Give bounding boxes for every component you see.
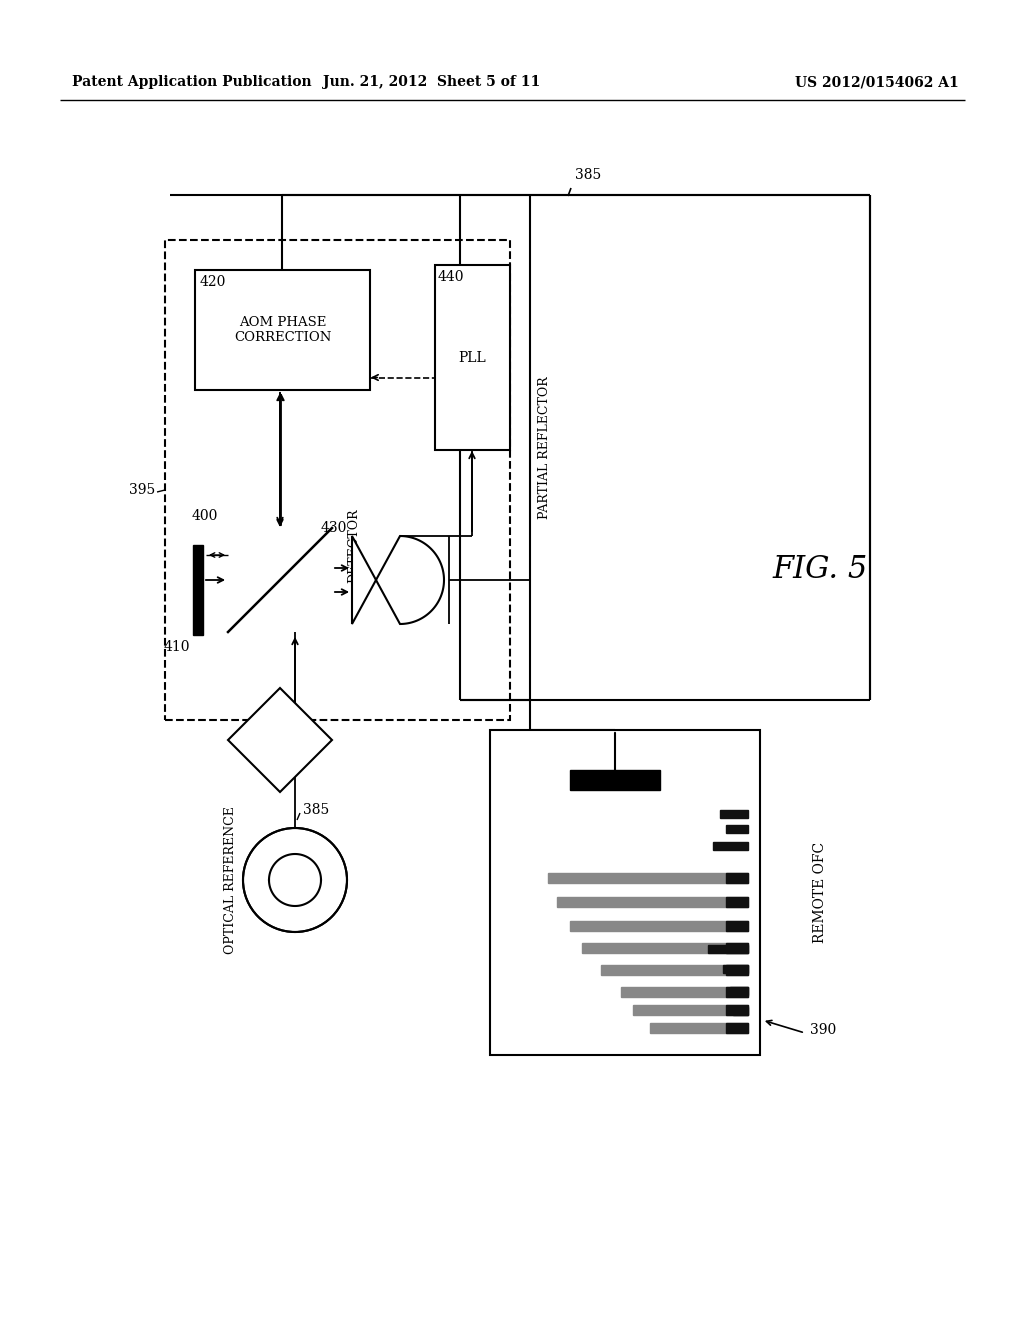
Polygon shape (601, 965, 748, 975)
Polygon shape (570, 921, 748, 931)
Polygon shape (633, 1005, 748, 1015)
Polygon shape (548, 873, 748, 883)
Text: REMOTE OFC: REMOTE OFC (813, 841, 827, 942)
Polygon shape (713, 842, 748, 850)
Text: AOM PHASE
CORRECTION: AOM PHASE CORRECTION (233, 315, 331, 345)
Polygon shape (726, 987, 748, 997)
Polygon shape (726, 1023, 748, 1034)
Polygon shape (582, 942, 748, 953)
Text: 400: 400 (191, 510, 218, 523)
Polygon shape (726, 1005, 748, 1015)
Polygon shape (621, 987, 748, 997)
Text: 390: 390 (810, 1023, 837, 1038)
Circle shape (243, 828, 347, 932)
Text: 430: 430 (321, 521, 347, 535)
Polygon shape (730, 987, 748, 995)
Text: OPTICAL REFERENCE: OPTICAL REFERENCE (224, 807, 238, 954)
Bar (435, 265, 510, 450)
Polygon shape (726, 873, 748, 883)
Polygon shape (708, 945, 748, 953)
Bar (195, 271, 370, 389)
Polygon shape (723, 965, 748, 973)
Bar (165, 240, 510, 719)
Polygon shape (726, 898, 748, 907)
Text: PLL: PLL (459, 351, 486, 364)
Polygon shape (720, 810, 748, 818)
Polygon shape (726, 825, 748, 833)
Polygon shape (726, 921, 748, 931)
Polygon shape (570, 770, 660, 789)
Polygon shape (352, 536, 444, 624)
Text: 385: 385 (575, 168, 601, 182)
Text: 395: 395 (129, 483, 155, 498)
Polygon shape (193, 545, 203, 635)
Text: 440: 440 (438, 271, 465, 284)
Text: Patent Application Publication: Patent Application Publication (72, 75, 311, 88)
Text: 420: 420 (200, 275, 226, 289)
Text: US 2012/0154062 A1: US 2012/0154062 A1 (795, 75, 958, 88)
Polygon shape (557, 898, 748, 907)
Text: PARTIAL REFLECTOR: PARTIAL REFLECTOR (539, 376, 552, 519)
Text: 410: 410 (164, 640, 190, 653)
Polygon shape (650, 1023, 748, 1034)
Text: Jun. 21, 2012  Sheet 5 of 11: Jun. 21, 2012 Sheet 5 of 11 (324, 75, 541, 88)
Polygon shape (726, 942, 748, 953)
Text: DETECTOR: DETECTOR (347, 508, 360, 582)
Bar (490, 730, 760, 1055)
Polygon shape (733, 1007, 748, 1015)
Text: FIG. 5: FIG. 5 (772, 554, 867, 586)
Polygon shape (726, 965, 748, 975)
Text: 385: 385 (303, 803, 330, 817)
Polygon shape (228, 688, 332, 792)
